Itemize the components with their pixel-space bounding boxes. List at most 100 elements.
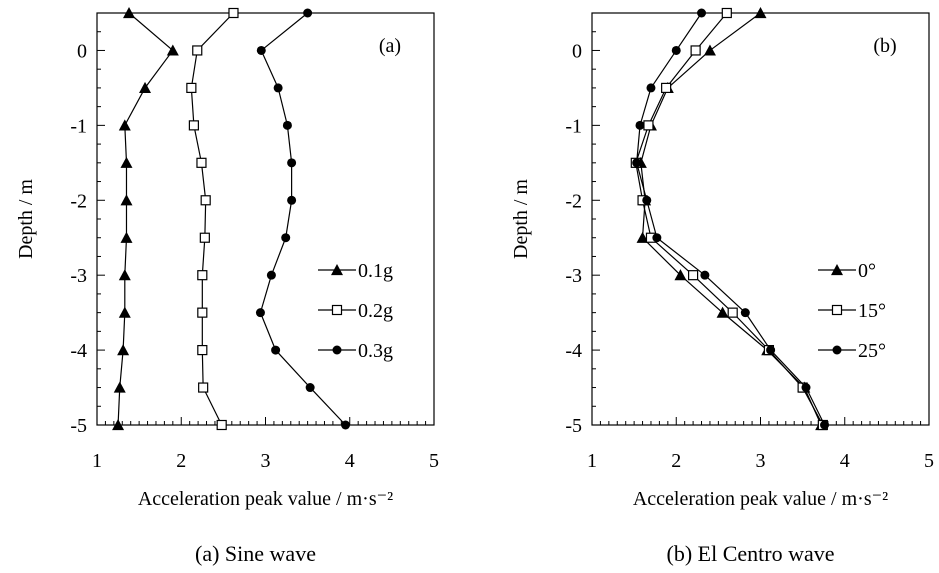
legend-marker [331,304,343,316]
data-point [197,344,208,356]
data-point [700,270,710,280]
plot-frame [591,12,930,426]
data-point [820,420,830,430]
data-point [120,194,133,206]
data-point [690,45,701,56]
legend-label: 0° [858,260,876,282]
data-point [139,81,152,94]
series-line [635,12,824,426]
data-point [716,306,729,318]
data-point [341,420,351,430]
data-point [652,233,662,243]
legend-label: 0.1g [358,260,393,282]
x-tick-label: 3 [756,450,766,472]
legend-marker [332,345,342,355]
data-point [643,120,654,131]
series-0 [634,7,828,431]
x-axis-title: Acceleration peak value / m·s⁻² [138,488,393,510]
panel-label: (a) [379,35,401,57]
y-tick-label: -2 [70,190,87,212]
x-tick-label: 5 [924,450,934,472]
series-1 [630,7,828,431]
data-point [266,270,276,280]
x-tick-label: 4 [345,450,355,472]
data-point [632,158,642,168]
y-tick-label: -3 [565,265,582,287]
data-point [117,344,130,356]
data-point [196,157,207,168]
data-point [188,120,199,131]
x-tick-label: 2 [671,450,681,472]
data-point [801,383,811,393]
data-point [287,195,297,205]
series-1 [186,7,239,431]
plot-frame [96,12,435,426]
series-line [640,12,822,426]
x-tick-label: 1 [92,450,102,472]
data-point [646,83,656,93]
data-point [303,8,313,18]
y-tick-label: -4 [565,340,582,362]
panel-label: (b) [873,35,896,57]
data-point [642,195,652,205]
data-point [120,231,133,243]
data-point [273,83,283,93]
data-point [721,7,732,19]
data-point [166,44,179,56]
data-point [754,7,767,19]
data-point [118,119,131,131]
data-point [661,82,672,94]
data-point [198,382,209,393]
legend-marker [832,345,842,355]
y-tick-label: 0 [572,40,582,62]
data-point [740,308,750,318]
y-tick-label: -1 [70,115,87,137]
data-point [118,306,131,318]
y-tick-label: -5 [565,415,582,437]
data-point [113,381,126,393]
series-line [259,12,346,426]
data-point [671,45,681,55]
x-tick-label: 2 [176,450,186,472]
data-point [727,307,738,318]
data-point [766,345,776,355]
legend-label: 0.3g [358,340,393,362]
y-tick-label: -1 [565,115,582,137]
legend-label: 15° [858,300,886,322]
data-point [199,232,210,243]
legend-marker [331,264,343,276]
panel-caption: (a) Sine wave [195,541,316,566]
x-tick-label: 3 [261,450,271,472]
data-point [200,195,211,206]
data-point [192,45,203,56]
data-point [687,270,699,281]
series-line [190,12,234,426]
x-axis-title: Acceleration peak value / m·s⁻² [633,488,888,510]
data-point [255,308,265,318]
y-tick-label: 0 [77,40,87,62]
y-tick-label: -5 [70,415,87,437]
legend-marker [831,264,843,276]
x-tick-label: 4 [840,450,850,472]
panel-b: 0 -1 -2 -3 -4 -51 2 3 4 5 Acceleration peak value … [510,7,934,566]
series-0 [112,7,179,431]
data-point [123,7,136,19]
y-tick-label: -3 [70,265,87,287]
y-axis-title: Depth / m [15,179,37,259]
series-2 [632,8,830,430]
data-point [697,8,707,18]
data-point [120,156,133,168]
panel-caption: (b) El Centro wave [667,541,835,566]
legend-label: 0.2g [358,300,393,322]
panel-a: 0 -1 -2 -3 -4 -51 2 3 4 5 Acceleration peak value … [15,7,439,566]
data-point [287,158,297,168]
data-point [228,7,239,19]
legend-label: 25° [858,340,886,362]
x-tick-label: 1 [587,450,597,472]
data-point [635,120,645,130]
data-point [197,270,208,281]
y-axis-title: Depth / m [510,179,532,259]
series-line [636,12,826,426]
data-point [305,383,315,393]
data-point [197,307,208,318]
